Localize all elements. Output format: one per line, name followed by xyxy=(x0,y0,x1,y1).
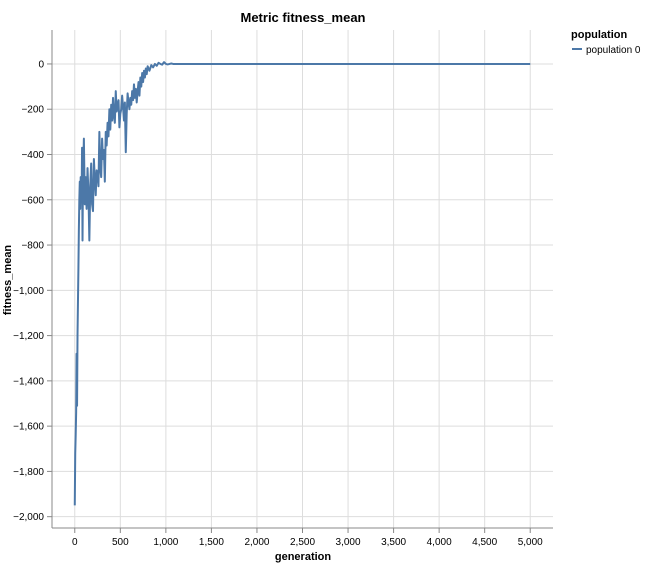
x-axis: 0 500 1,000 1,500 2,000 2,500 3,000 3,500 4,000 4… xyxy=(72,528,543,548)
y-axis-title: fitness_mean xyxy=(2,245,14,316)
series-layer xyxy=(73,61,531,506)
x-tick-label: 4,500 xyxy=(472,537,497,548)
x-tick-label: 500 xyxy=(112,537,129,548)
y-tick-label: −600 xyxy=(21,195,44,206)
legend: population population 0 xyxy=(571,29,641,56)
y-tick-label: −1,200 xyxy=(13,331,44,342)
legend-label-population-0: population 0 xyxy=(586,45,641,56)
y-tick-label: −800 xyxy=(21,241,44,252)
x-tick-label: 4,000 xyxy=(427,537,452,548)
y-tick-label: −1,600 xyxy=(13,422,44,433)
series-line-population-0 xyxy=(73,61,531,506)
y-tick-label: −1,400 xyxy=(13,376,44,387)
y-tick-label: −1,800 xyxy=(13,467,44,478)
x-tick-label: 1,500 xyxy=(199,537,224,548)
legend-title: population xyxy=(571,29,627,41)
x-tick-label: 0 xyxy=(72,537,78,548)
x-tick-label: 2,000 xyxy=(244,537,269,548)
x-tick-label: 3,500 xyxy=(381,537,406,548)
x-tick-label: 2,500 xyxy=(290,537,315,548)
x-tick-label: 3,000 xyxy=(336,537,361,548)
y-axis: 0 −200 −400 −600 −800 −1,000 −1,200 −1,400 −1,60… xyxy=(13,59,52,523)
gridlines xyxy=(52,30,553,528)
y-tick-label: −200 xyxy=(21,105,44,116)
x-axis-title: generation xyxy=(275,551,332,563)
y-tick-label: 0 xyxy=(38,59,44,70)
y-tick-label: −400 xyxy=(21,150,44,161)
y-tick-label: −1,000 xyxy=(13,286,44,297)
chart-title: Metric fitness_mean xyxy=(241,10,366,25)
y-tick-label: −2,000 xyxy=(13,512,44,523)
x-tick-label: 5,000 xyxy=(518,537,543,548)
x-tick-label: 1,000 xyxy=(153,537,178,548)
